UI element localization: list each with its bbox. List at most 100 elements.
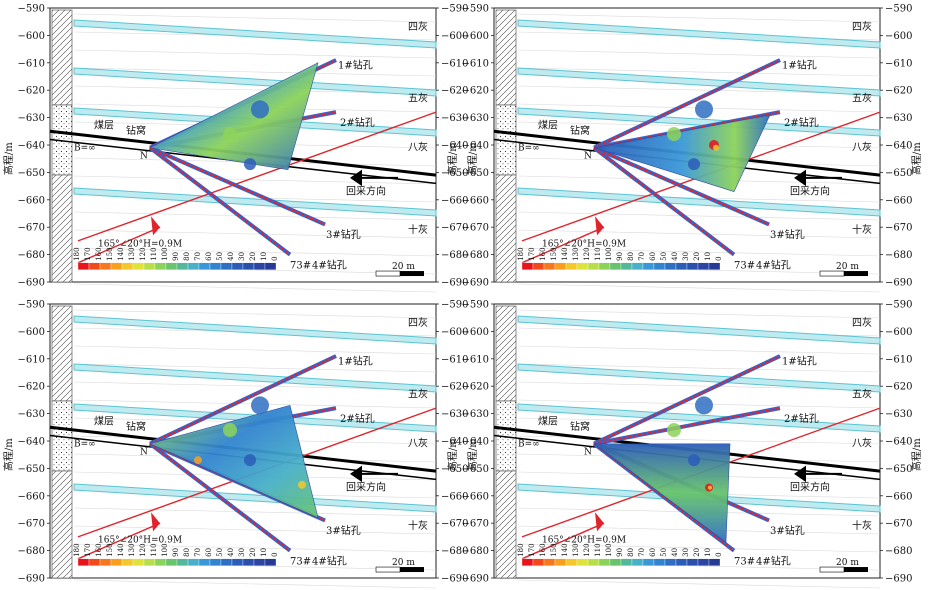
- legend-swatch: [220, 558, 233, 566]
- legend-swatch: [253, 262, 266, 270]
- legend-swatch: [686, 262, 699, 270]
- legend-swatch: [675, 558, 688, 566]
- mining-direction-arrowhead: [350, 169, 362, 187]
- lithology-hatch-lower: [51, 174, 73, 283]
- limestone-band-sihui: [73, 19, 437, 49]
- y-tick-label-right: −620: [441, 86, 468, 97]
- legend-value: 40: [227, 548, 235, 557]
- legend-swatch: [598, 262, 611, 270]
- label-b-infinity: B=∞: [518, 144, 540, 154]
- y-tick-label-right: −630: [441, 409, 468, 420]
- legend-swatch: [176, 262, 189, 270]
- legend-value: 170: [528, 247, 536, 260]
- lithology-hatch-upper: [51, 305, 73, 402]
- y-tick-label-right: −660: [441, 195, 468, 206]
- resistivity-anomaly: [149, 62, 319, 170]
- legend-swatch: [686, 558, 699, 566]
- y-tick-label-right: −630: [441, 113, 468, 124]
- scale-bar-label: 20 m: [836, 558, 859, 568]
- limestone-band-wuhui: [517, 363, 881, 393]
- legend-swatch: [220, 262, 233, 270]
- y-axis-label-left: 高程/m: [446, 438, 459, 471]
- legend-swatch: [143, 558, 156, 566]
- legend-value: 160: [95, 543, 103, 556]
- legend-value: 80: [183, 548, 191, 557]
- layer-label-wuhui: 五灰: [408, 387, 428, 400]
- limestone-band-wuhui: [517, 67, 881, 97]
- fault-label: 165°∠20°H=0.9M: [542, 535, 626, 545]
- legend-value: 90: [172, 548, 180, 557]
- legend-value: 130: [128, 247, 136, 260]
- legend-swatch: [609, 558, 622, 566]
- legend-value: 60: [205, 548, 213, 557]
- legend-value: 90: [616, 548, 624, 557]
- rock-bedding-line: [517, 309, 881, 319]
- borehole-label-2: 2#钻孔: [784, 412, 819, 425]
- rock-bedding-line: [73, 229, 437, 239]
- panel-bottom-left: −590 −590 −600 −600 −610 −610 −620 −620 −630 −630…: [2, 300, 479, 589]
- layer-label-drill-site: 钻窝: [126, 124, 146, 137]
- rock-bedding-line: [73, 211, 437, 221]
- y-tick-label-left: −590: [462, 4, 489, 15]
- y-tick-label-left: −630: [18, 409, 45, 420]
- layer-label-shihui: 十灰: [408, 223, 428, 236]
- anomaly-blob: [251, 396, 269, 415]
- legend-value: 150: [550, 247, 558, 260]
- lithology-hatch-upper: [495, 9, 517, 106]
- legend-value: 110: [594, 247, 602, 260]
- legend-value: 120: [139, 543, 147, 556]
- legend-swatch: [631, 262, 644, 270]
- y-tick-label-right: −690: [441, 278, 468, 289]
- resistivity-anomaly: [149, 405, 319, 519]
- legend-value: 160: [539, 543, 547, 556]
- y-tick-label-right: −640: [441, 437, 468, 448]
- y-tick-label-left: −630: [18, 113, 45, 124]
- y-tick-label-left: −620: [18, 382, 45, 393]
- y-tick-label-left: −690: [462, 574, 489, 585]
- y-tick-label-right: −610: [885, 58, 912, 69]
- legend-value: 20: [249, 548, 257, 557]
- legend-value: 150: [106, 543, 114, 556]
- borehole-1-inner: [149, 355, 337, 445]
- rock-bedding-line: [73, 13, 437, 23]
- layer-label-drill-site: 钻窝: [126, 420, 146, 433]
- y-tick-label-right: −650: [441, 168, 468, 179]
- layer-label-shihui: 十灰: [852, 519, 872, 532]
- y-tick-label-right: −600: [441, 327, 468, 338]
- legend-swatch: [242, 558, 255, 566]
- legend-swatch: [198, 558, 211, 566]
- anomaly-blob: [667, 127, 681, 142]
- fault-arrow: [77, 522, 161, 560]
- borehole-label-4: 4#钻孔: [756, 555, 791, 568]
- borehole-2-inner: [593, 407, 781, 445]
- legend-value: 130: [128, 543, 136, 556]
- y-tick-label-right: −610: [441, 354, 468, 365]
- y-tick-label-right: −600: [885, 327, 912, 338]
- y-tick-label-right: −670: [885, 519, 912, 530]
- borehole-4-inner: [149, 146, 291, 256]
- legend-swatch: [231, 262, 244, 270]
- rock-bedding-line: [517, 247, 881, 257]
- layer-label-bahui: 八灰: [408, 437, 428, 450]
- legend-swatch: [620, 558, 633, 566]
- y-tick-label-left: −660: [462, 491, 489, 502]
- legend-swatch: [642, 558, 655, 566]
- legend-value: 60: [649, 252, 657, 261]
- borehole-3-inner: [149, 146, 326, 226]
- legend-swatch: [554, 262, 567, 270]
- legend-value: 80: [183, 252, 191, 261]
- borehole-4-inner: [149, 442, 291, 552]
- fault-arrow: [77, 226, 161, 264]
- y-tick-label-left: −650: [462, 168, 489, 179]
- legend-swatch: [77, 262, 90, 270]
- rock-bedding-line: [517, 283, 881, 293]
- legend-swatch: [675, 262, 688, 270]
- y-tick-label-left: −680: [18, 250, 45, 261]
- y-tick-label-right: −590: [885, 4, 912, 15]
- scale-bar-black: [844, 567, 868, 573]
- layer-label-drill-site: 钻窝: [570, 420, 590, 433]
- y-tick-label-right: −670: [441, 223, 468, 234]
- fault-arrowhead: [595, 216, 604, 236]
- label-b-infinity: B=∞: [74, 144, 96, 154]
- legend-value: 100: [605, 247, 613, 260]
